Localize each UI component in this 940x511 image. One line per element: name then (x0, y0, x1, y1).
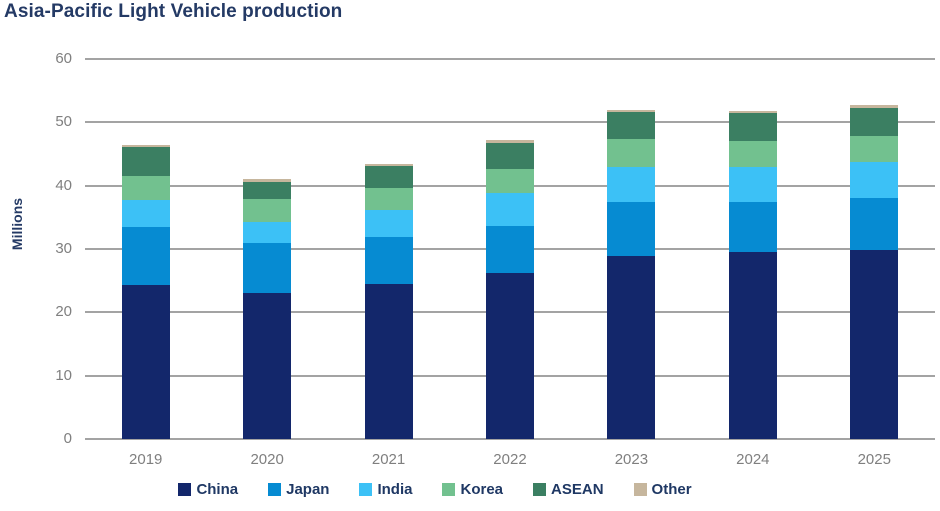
bar-segment-other-2019 (121, 145, 170, 148)
bar-segment-japan-2020 (243, 243, 292, 294)
bar-segment-other-2020 (243, 179, 292, 182)
y-tick-label: 40 (55, 176, 72, 194)
y-tick-label: 10 (55, 366, 72, 384)
legend-swatch-icon (633, 483, 647, 496)
y-tick-label: 30 (55, 240, 72, 257)
bar-segment-other-2025 (850, 105, 899, 108)
y-tick-label: 50 (55, 113, 72, 131)
x-tick-label: 2019 (129, 451, 163, 468)
legend-swatch-icon (268, 483, 282, 496)
x-tick-label: 2023 (614, 451, 649, 468)
bar-segment-korea-2021 (364, 187, 413, 211)
bar-segment-japan-2019 (121, 227, 170, 286)
bar-segment-china-2025 (850, 250, 899, 439)
legend-label: Korea (460, 481, 504, 498)
bar-segment-india-2023 (607, 166, 656, 202)
legend-item-japan: Japan (268, 481, 329, 498)
bar-segment-korea-2020 (243, 198, 292, 222)
x-tick-label: 2024 (736, 451, 770, 468)
gridline (85, 438, 935, 440)
bar-segment-india-2022 (486, 193, 534, 227)
legend-swatch-icon (359, 483, 373, 496)
bar-segment-japan-2023 (607, 201, 656, 256)
y-tick-label: 60 (55, 50, 72, 67)
bar-segment-korea-2024 (728, 141, 777, 167)
legend-label: Japan (286, 481, 330, 498)
y-tick-label: 20 (55, 303, 72, 321)
bar-segment-other-2023 (607, 109, 656, 113)
bar-segment-asean-2019 (121, 147, 170, 176)
bar-segment-japan-2022 (486, 226, 534, 274)
bar-segment-india-2021 (364, 210, 413, 237)
legend-item-other: Other (633, 481, 692, 498)
legend-label: Other (651, 481, 692, 498)
bar-segment-india-2019 (121, 199, 170, 228)
legend-swatch-icon (178, 483, 192, 496)
legend-item-china: China (178, 481, 238, 498)
x-tick-label: 2025 (857, 451, 891, 468)
bar-segment-asean-2021 (364, 166, 413, 188)
bar-segment-korea-2023 (607, 139, 656, 167)
legend: China Japan India Korea ASEAN Other (0, 481, 905, 498)
bar-segment-asean-2025 (850, 107, 899, 137)
bar-segment-china-2021 (364, 284, 413, 439)
y-axis: 0 10 20 30 40 50 60 (0, 0, 72, 511)
plot-area (85, 58, 935, 440)
bar-segment-other-2022 (486, 140, 534, 143)
bar-segment-korea-2019 (121, 175, 170, 200)
bar-segment-china-2020 (243, 293, 292, 439)
legend-item-india: India (359, 481, 412, 498)
bar-segment-asean-2024 (728, 113, 777, 142)
bar-segment-india-2025 (850, 162, 899, 199)
x-tick-label: 2020 (250, 451, 284, 468)
bar-segment-korea-2025 (850, 136, 899, 163)
bar-segment-asean-2020 (243, 181, 292, 199)
bar-segment-india-2020 (243, 221, 292, 244)
bar-segment-china-2023 (607, 255, 656, 439)
bar-segment-asean-2022 (486, 142, 534, 169)
x-tick-label: 2022 (493, 451, 527, 468)
chart-title: Asia-Pacific Light Vehicle production (4, 1, 343, 22)
bar-segment-japan-2021 (364, 236, 413, 285)
gridline (85, 58, 935, 60)
legend-label: India (377, 481, 413, 498)
legend-label: ASEAN (551, 481, 604, 498)
bar-segment-japan-2025 (850, 198, 899, 251)
bar-segment-korea-2022 (486, 168, 534, 194)
legend-item-korea: Korea (442, 481, 503, 498)
legend-item-asean: ASEAN (533, 481, 604, 498)
bar-segment-asean-2023 (607, 112, 656, 140)
y-tick-label: 0 (63, 430, 72, 447)
bar-segment-other-2021 (364, 163, 413, 167)
legend-label: China (196, 481, 239, 498)
x-tick-label: 2021 (371, 451, 406, 468)
bar-segment-china-2019 (121, 285, 170, 439)
legend-swatch-icon (442, 483, 456, 496)
bar-segment-china-2022 (486, 273, 534, 439)
bar-segment-japan-2024 (728, 202, 777, 253)
legend-swatch-icon (533, 483, 547, 496)
x-axis: 2019 2020 2021 2022 2023 2024 2025 (85, 451, 935, 471)
bar-segment-china-2024 (728, 252, 777, 439)
bar-segment-other-2024 (728, 110, 777, 114)
bar-segment-india-2024 (728, 166, 777, 203)
gridline (85, 121, 935, 124)
